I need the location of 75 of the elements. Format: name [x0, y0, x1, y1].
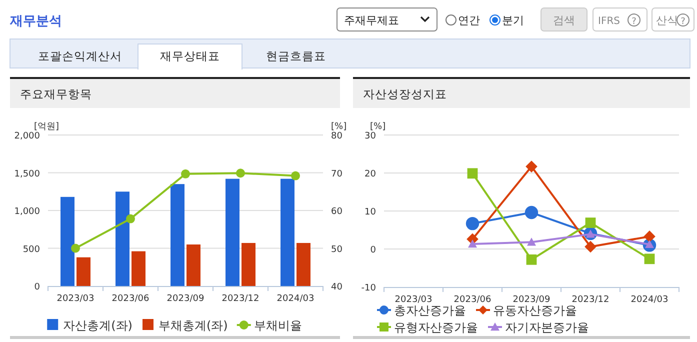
x-tick-label: 2023/12	[222, 294, 260, 304]
y-tick-label: 20	[364, 170, 376, 180]
x-tick-label: 2023/03	[56, 294, 94, 304]
text: 검색	[553, 14, 575, 27]
point	[467, 168, 478, 179]
point	[466, 216, 480, 230]
point	[524, 206, 538, 220]
legend-label: 유동자산증가율	[493, 304, 577, 318]
chart-title: 자산성장성지표	[363, 87, 447, 101]
y-tick-label: 30	[364, 132, 376, 142]
y-tick-label: 1,000	[14, 207, 40, 217]
text: 주재무제표	[344, 14, 399, 27]
y2-tick-label: 60	[331, 207, 343, 217]
point	[126, 214, 135, 224]
x-tick-label: 2023/03	[394, 295, 432, 305]
bar	[132, 251, 146, 286]
y2-axis-title: [%]	[331, 122, 347, 132]
bar	[76, 257, 90, 286]
x-tick-label: 2023/06	[112, 294, 150, 304]
legend-label: 유형자산증가율	[394, 320, 478, 334]
x-tick-label: 2023/09	[166, 294, 204, 304]
legend-label: 총자산증가율	[394, 304, 466, 318]
text: 재무분석	[9, 14, 62, 29]
text: 산식	[656, 14, 678, 27]
bar	[296, 242, 310, 286]
text: 연간	[458, 14, 480, 27]
x-tick-label: 2023/06	[454, 295, 492, 305]
y2-tick-label: 80	[331, 132, 343, 142]
bar	[60, 196, 74, 286]
point	[291, 171, 300, 180]
x-tick-label: 2023/12	[572, 295, 610, 305]
y-tick-label: 0	[370, 246, 376, 256]
y-axis-title: [억원]	[34, 122, 60, 132]
bar	[280, 178, 294, 286]
y-tick-label: -10	[361, 284, 376, 294]
text: ?	[632, 17, 637, 27]
text: ?	[680, 17, 686, 27]
bar	[242, 242, 256, 286]
point	[236, 168, 245, 178]
point	[644, 230, 656, 242]
bar	[186, 244, 200, 286]
text: 분기	[502, 14, 524, 27]
x-tick-label: 2024/03	[630, 295, 668, 305]
y-tick-label: 500	[22, 244, 40, 255]
point	[181, 169, 190, 178]
x-tick-label: 2023/09	[512, 295, 550, 305]
point	[468, 240, 477, 248]
y-tick-label: 2,000	[14, 132, 40, 142]
text: 재무상태표	[160, 49, 220, 63]
text: 포괄손익계산서	[38, 49, 122, 63]
text: IFRS	[598, 16, 620, 27]
legend-label: 부채비율	[254, 318, 302, 332]
y-tick-label: 1,500	[14, 169, 40, 180]
point	[527, 238, 536, 246]
point	[644, 254, 655, 264]
legend-label: 자산총계(좌)	[63, 318, 132, 332]
y-tick-label: 0	[34, 282, 40, 292]
x-tick-label: 2024/03	[276, 294, 314, 304]
y2-tick-label: 40	[331, 282, 343, 292]
text: 현금흐름표	[266, 49, 326, 63]
bar	[170, 184, 184, 286]
point	[71, 244, 80, 253]
point	[585, 218, 596, 228]
point	[584, 240, 596, 253]
bar	[226, 178, 240, 286]
y-axis-title: [%]	[370, 122, 386, 132]
y2-tick-label: 70	[331, 169, 343, 180]
point	[526, 254, 537, 265]
point	[526, 160, 538, 172]
chart-title: 주요재무항목	[20, 87, 92, 101]
legend-label: 자기자본증가율	[505, 320, 589, 334]
legend-label: 부채총계(좌)	[158, 318, 228, 332]
y-tick-label: 10	[364, 208, 376, 218]
bar	[116, 192, 130, 286]
y2-tick-label: 50	[331, 244, 343, 255]
